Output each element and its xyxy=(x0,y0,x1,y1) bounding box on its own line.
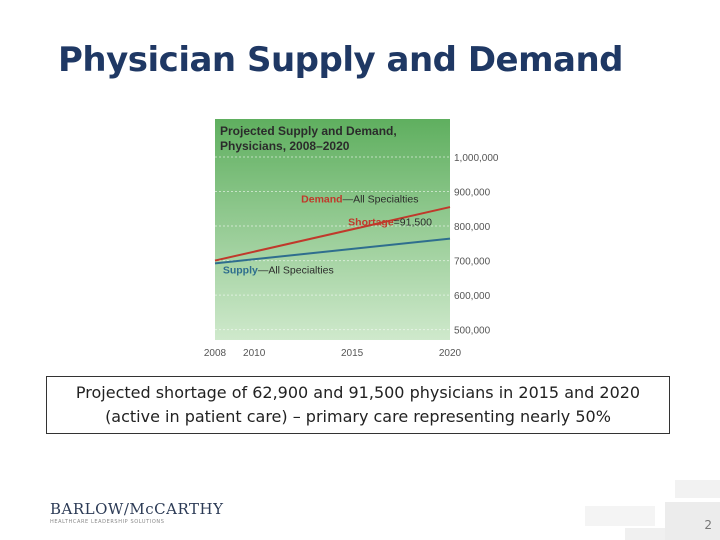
y-tick-label: 700,000 xyxy=(454,257,491,268)
y-tick-label: 600,000 xyxy=(454,291,491,302)
y-tick-label: 1,000,000 xyxy=(454,153,499,164)
x-tick-label: 2015 xyxy=(341,348,364,359)
series-line-demand xyxy=(214,206,451,262)
corner-decoration xyxy=(585,480,720,540)
y-tick-label: 800,000 xyxy=(454,222,491,233)
supply-series-label: Supply—All Specialties xyxy=(223,264,334,276)
y-tick-label: 500,000 xyxy=(454,326,491,337)
logo-text: BARLOW/McCARTHY xyxy=(50,500,224,518)
x-tick-label: 2010 xyxy=(243,348,266,359)
supply-demand-chart: Projected Supply and Demand, Physicians,… xyxy=(204,119,499,359)
company-logo: BARLOW/McCARTHY HEALTHCARE LEADERSHIP SO… xyxy=(50,500,223,525)
logo-tagline: HEALTHCARE LEADERSHIP SOLUTIONS xyxy=(50,519,165,525)
chart-title-line-2: Physicians, 2008–2020 xyxy=(220,139,350,153)
shortage-caption: Projected shortage of 62,900 and 91,500 … xyxy=(46,376,670,434)
x-tick-label: 2008 xyxy=(204,348,227,359)
shortage-annotation: Shortage=91,500 xyxy=(348,216,432,228)
demand-series-label: Demand—All Specialties xyxy=(301,194,418,206)
series-line-supply xyxy=(214,237,451,265)
slide-title: Physician Supply and Demand xyxy=(58,40,624,80)
x-tick-label: 2020 xyxy=(439,348,462,359)
chart-title-line-1: Projected Supply and Demand, xyxy=(220,124,397,138)
y-tick-label: 900,000 xyxy=(454,188,491,199)
chart-plot-area xyxy=(215,119,450,340)
page-number: 2 xyxy=(704,518,712,532)
